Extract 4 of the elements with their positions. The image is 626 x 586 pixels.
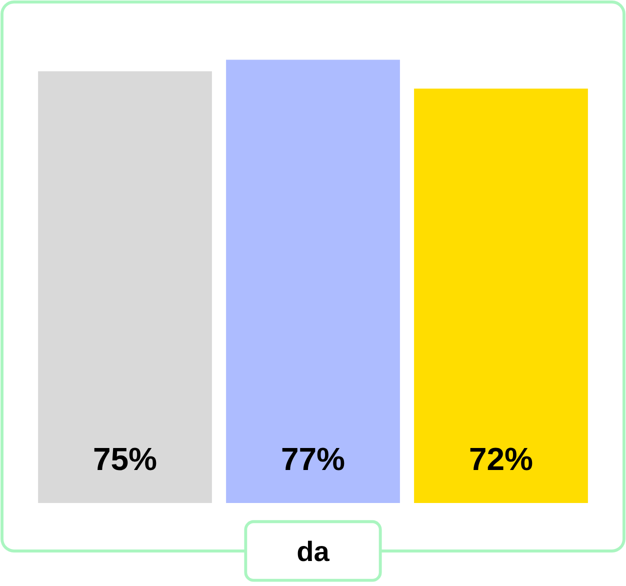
data-label: 75% [94, 448, 156, 470]
data-label: 72% [470, 448, 532, 470]
x-axis-title: da [298, 540, 330, 562]
data-label: 77% [282, 448, 344, 470]
